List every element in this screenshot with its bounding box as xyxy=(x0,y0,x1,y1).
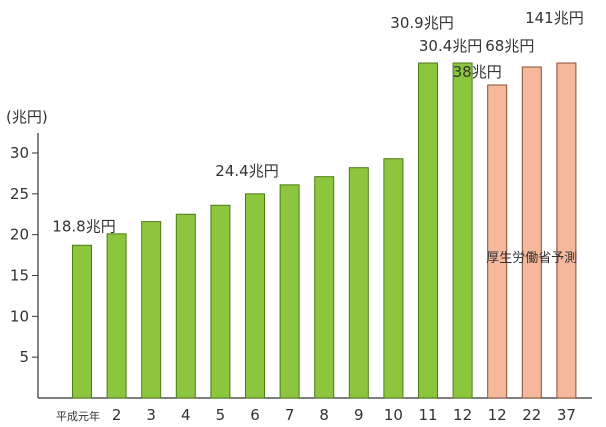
x-tick-label-2: 3 xyxy=(146,406,156,424)
bar-1 xyxy=(106,233,127,399)
y-tick-label-0: 5 xyxy=(19,348,29,366)
x-tick-label-14: 37 xyxy=(557,406,576,424)
x-tick-label-5: 6 xyxy=(250,406,260,424)
data-label-2: 30.9兆円 xyxy=(390,14,453,32)
bar-0 xyxy=(72,244,92,399)
bar-10 xyxy=(418,62,438,399)
data-label-0: 18.8兆円 xyxy=(52,217,115,235)
bar-2 xyxy=(141,221,162,399)
x-tick-label-4: 5 xyxy=(216,406,226,424)
data-label-5: 68兆円 xyxy=(485,37,534,55)
projection-label: 厚生労働省予測 xyxy=(486,251,577,266)
bar-9 xyxy=(383,158,404,399)
bar-6 xyxy=(279,184,300,399)
x-tick-label-11: 12 xyxy=(453,406,472,424)
x-tick-label-13: 22 xyxy=(522,406,541,424)
y-tick-label-2: 15 xyxy=(10,267,29,285)
x-tick-label-10: 11 xyxy=(418,406,437,424)
x-tick-label-7: 8 xyxy=(319,406,329,424)
data-label-1: 24.4兆円 xyxy=(215,162,278,180)
y-tick-label-1: 10 xyxy=(10,307,29,325)
data-label-6: 141兆円 xyxy=(525,9,584,27)
x-tick-label-12: 12 xyxy=(488,406,507,424)
bar-group xyxy=(72,62,577,399)
data-label-4: 38兆円 xyxy=(453,63,502,81)
x-tick-label-6: 7 xyxy=(285,406,295,424)
x-tick-label-3: 4 xyxy=(181,406,191,424)
data-label-group: 18.8兆円 24.4兆円 30.9兆円 30.4兆円 38兆円 68兆円 141兆円 xyxy=(52,9,583,235)
y-tick-group: 5 10 15 20 25 30 xyxy=(10,144,38,366)
y-axis-unit-label: (兆円) xyxy=(6,108,48,126)
y-tick-label-4: 25 xyxy=(10,185,29,203)
y-tick-label-5: 30 xyxy=(10,144,29,162)
x-tick-group: 平成元年 2 3 4 5 6 7 8 9 10 11 12 12 22 37 xyxy=(56,406,576,424)
x-tick-label-0: 平成元年 xyxy=(56,409,100,423)
bar-12 xyxy=(487,84,508,399)
bar-11 xyxy=(452,62,473,399)
y-tick-label-3: 20 xyxy=(10,226,29,244)
data-label-3: 30.4兆円 xyxy=(419,37,482,55)
bar-7 xyxy=(314,176,335,399)
bar-13 xyxy=(521,66,542,399)
bar-4 xyxy=(210,204,231,399)
bar-5 xyxy=(245,193,265,399)
bar-3 xyxy=(175,213,196,399)
bar-14 xyxy=(556,62,577,399)
bar-8 xyxy=(348,167,369,399)
x-tick-label-8: 9 xyxy=(354,406,364,424)
x-tick-label-9: 10 xyxy=(384,406,403,424)
x-tick-label-1: 2 xyxy=(112,406,122,424)
